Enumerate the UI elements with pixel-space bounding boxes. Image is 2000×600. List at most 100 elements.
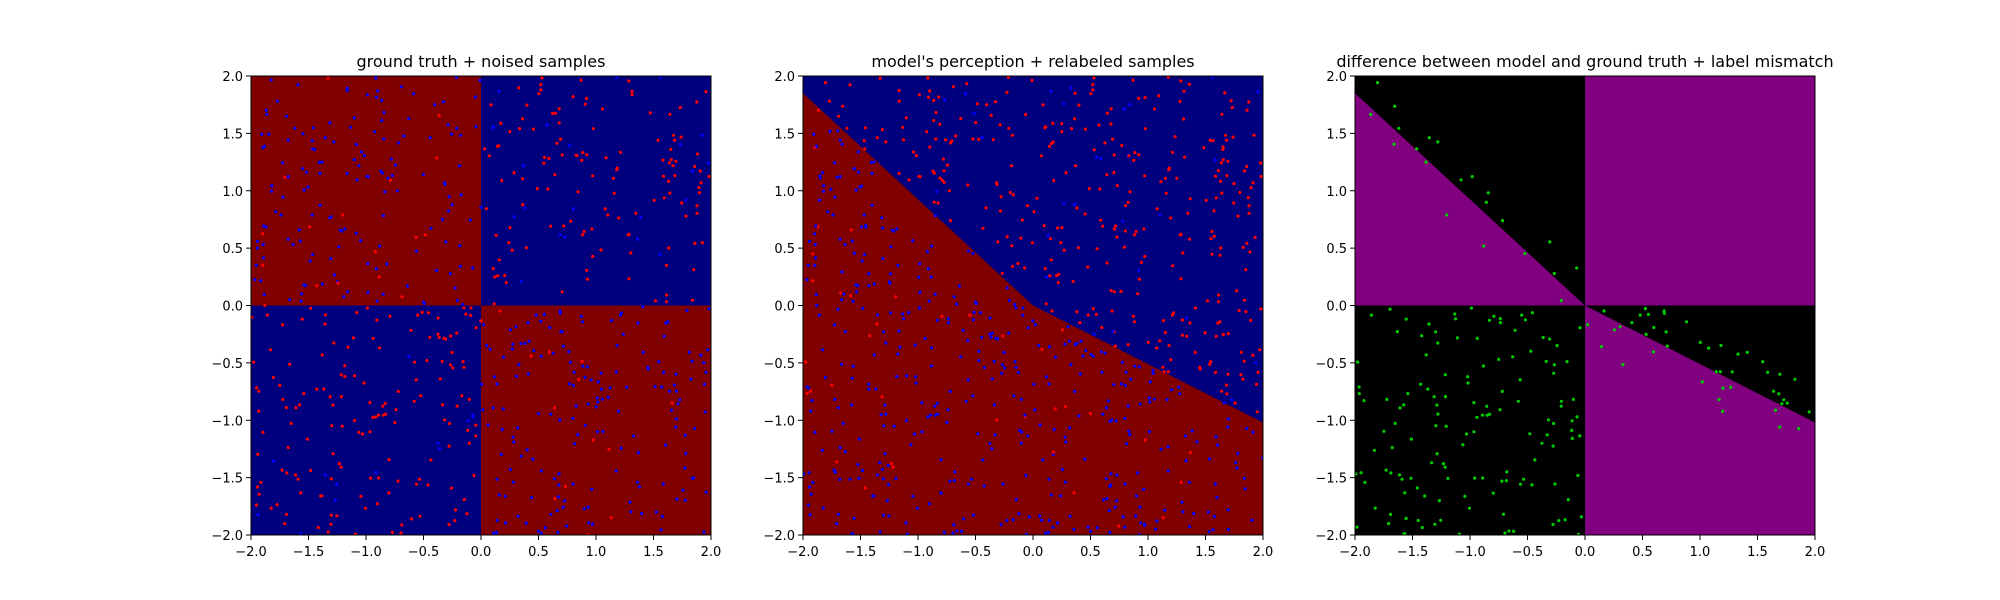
sample-point [537, 92, 541, 96]
sample-point [387, 491, 391, 495]
sample-point [1357, 385, 1361, 389]
sample-point [1056, 281, 1060, 285]
sample-point [1441, 462, 1445, 466]
sample-point [1136, 292, 1140, 296]
sample-point [382, 110, 386, 115]
sample-point [530, 495, 534, 500]
sample-point [1578, 326, 1582, 330]
sample-point [329, 215, 333, 219]
sample-point [1392, 142, 1396, 146]
sample-point [449, 334, 453, 338]
sample-point [518, 127, 522, 131]
sample-point [520, 177, 525, 181]
sample-point [826, 210, 830, 214]
sample-point [585, 268, 589, 272]
sample-point [315, 387, 319, 391]
sample-point [674, 372, 678, 376]
sample-point [1486, 191, 1490, 195]
sample-point [447, 195, 451, 199]
sample-point [1214, 334, 1218, 338]
sample-point [251, 315, 254, 319]
x-tick-label: −1.5 [1397, 545, 1429, 560]
sample-point [1552, 421, 1556, 426]
sample-point [1180, 333, 1184, 337]
sample-point [1780, 402, 1784, 406]
sample-point [816, 108, 820, 112]
sample-point [670, 401, 674, 405]
sample-point [1011, 518, 1015, 522]
sample-point [1236, 451, 1240, 456]
sample-point [1437, 499, 1441, 503]
sample-point [1072, 117, 1077, 121]
sample-point [1026, 326, 1030, 330]
sample-point [1123, 525, 1127, 529]
sample-point [1073, 342, 1077, 347]
sample-point [349, 125, 353, 129]
sample-point [838, 175, 842, 179]
sample-point [1109, 107, 1113, 111]
sample-point [1807, 410, 1811, 414]
sample-point [503, 494, 507, 498]
sample-point [1159, 447, 1163, 451]
sample-point [999, 195, 1003, 199]
sample-point [328, 121, 332, 125]
sample-point [571, 95, 575, 99]
sample-point [599, 248, 603, 252]
sample-point [1570, 428, 1574, 432]
sample-point [1565, 360, 1569, 364]
sample-point [1077, 103, 1081, 107]
sample-point [707, 161, 711, 165]
sample-point [1138, 402, 1142, 406]
sample-point [448, 421, 452, 426]
sample-point [637, 485, 642, 489]
sample-point [583, 423, 587, 427]
sample-point [585, 277, 590, 281]
sample-point [1220, 389, 1224, 393]
sample-point [355, 178, 359, 182]
sample-point [335, 483, 339, 487]
sample-point [989, 335, 993, 340]
sample-point [591, 438, 595, 442]
sample-point [888, 311, 893, 315]
sample-point [1172, 311, 1176, 315]
sample-point [446, 123, 450, 127]
sample-point [1717, 397, 1721, 402]
sample-point [955, 302, 959, 306]
sample-point [1012, 394, 1016, 398]
sample-point [1050, 141, 1054, 145]
sample-point [269, 506, 273, 510]
sample-point [560, 290, 564, 294]
sample-point [928, 89, 932, 93]
sample-point [469, 313, 473, 317]
sample-point [1024, 473, 1028, 478]
sample-point [839, 291, 843, 295]
sample-point [1136, 471, 1140, 475]
sample-point [860, 225, 864, 229]
sample-point [385, 262, 389, 266]
sample-point [1137, 96, 1141, 100]
sample-point [1247, 204, 1251, 208]
sample-point [458, 264, 463, 268]
sample-point [1134, 229, 1138, 234]
panel-3: −2.0−2.0−1.5−1.5−1.0−1.0−0.5−0.50.00.00.… [1315, 52, 1833, 560]
sample-point [1230, 398, 1234, 402]
sample-point [704, 490, 708, 494]
sample-point [1797, 426, 1801, 431]
region-top-right [481, 76, 711, 306]
x-tick-label: −1.0 [902, 545, 934, 560]
sample-point [579, 314, 584, 318]
sample-point [1188, 197, 1192, 201]
sample-point [453, 508, 458, 512]
sample-point [362, 154, 366, 158]
sample-point [976, 432, 980, 436]
sample-point [1665, 344, 1669, 348]
sample-point [519, 454, 523, 458]
sample-point [474, 423, 478, 427]
sample-point [1129, 377, 1133, 381]
x-tick-label: 1.0 [1138, 545, 1159, 560]
sample-point [1226, 372, 1230, 376]
y-tick-label: −1.5 [1315, 472, 1347, 487]
sample-point [512, 440, 516, 444]
sample-point [1014, 306, 1018, 310]
sample-point [1122, 107, 1126, 111]
